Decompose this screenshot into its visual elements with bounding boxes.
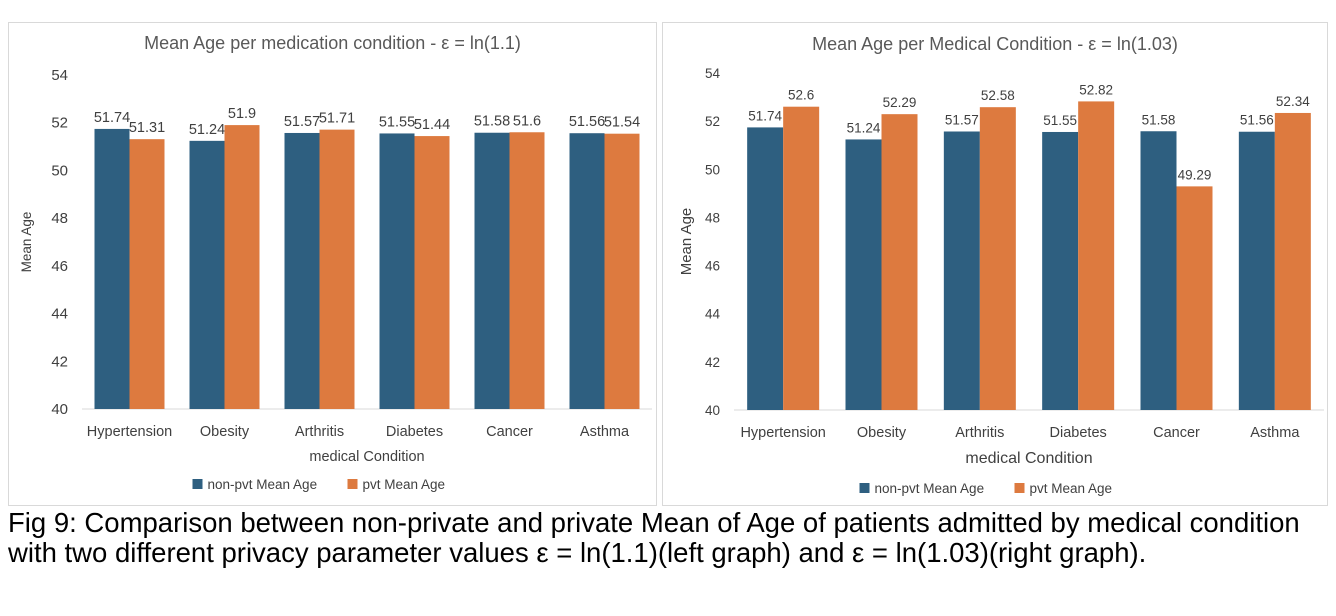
bar-non-pvt — [379, 133, 415, 409]
data-label: 51.57 — [284, 114, 320, 130]
y-tick-label: 44 — [705, 307, 721, 322]
bar-non-pvt — [569, 133, 605, 409]
y-axis-label: Mean Age — [19, 212, 34, 273]
y-tick-label: 50 — [51, 162, 68, 179]
data-label: 52.82 — [1079, 82, 1113, 97]
y-tick-label: 48 — [51, 210, 68, 227]
bar-pvt — [224, 125, 260, 409]
y-tick-label: 54 — [705, 66, 721, 81]
data-label: 51.58 — [1142, 112, 1176, 127]
bar-non-pvt — [1042, 131, 1079, 410]
data-label: 51.31 — [129, 120, 165, 136]
data-label: 51.71 — [319, 111, 355, 127]
data-label: 51.24 — [847, 120, 881, 135]
legend-label-pvt: pvt Mean Age — [1030, 481, 1113, 496]
legend-label-non-pvt: non-pvt Mean Age — [208, 477, 318, 492]
bar-pvt — [1176, 186, 1213, 410]
bar-chart-svg: Mean Age per medication condition - ε = … — [19, 33, 652, 492]
data-label: 51.9 — [228, 106, 256, 122]
data-label: 52.29 — [883, 95, 917, 110]
bar-non-pvt — [474, 132, 510, 409]
data-label: 51.56 — [569, 114, 605, 130]
y-tick-label: 52 — [51, 115, 68, 132]
x-tick-label: Arthritis — [295, 424, 344, 440]
data-label: 51.58 — [474, 114, 510, 130]
data-label: 51.74 — [748, 108, 782, 123]
y-tick-label: 52 — [705, 114, 720, 129]
y-tick-label: 42 — [705, 355, 720, 370]
legend-swatch-non-pvt — [192, 479, 203, 489]
bar-pvt — [509, 132, 545, 409]
data-label: 51.55 — [1043, 113, 1077, 128]
bar-pvt — [129, 139, 165, 409]
bar-non-pvt — [94, 128, 130, 409]
bar-pvt — [783, 106, 820, 410]
bar-non-pvt — [189, 140, 225, 409]
x-axis-label: medical Condition — [965, 450, 1092, 467]
data-label: 51.74 — [94, 110, 130, 126]
data-label: 51.44 — [414, 117, 450, 133]
x-tick-label: Cancer — [1153, 425, 1200, 441]
bar-non-pvt — [845, 139, 882, 410]
x-tick-label: Obesity — [200, 424, 250, 440]
data-label: 49.29 — [1178, 167, 1212, 182]
bar-pvt — [604, 133, 640, 409]
bar-pvt — [414, 136, 450, 409]
y-tick-label: 46 — [51, 258, 68, 275]
data-label: 51.55 — [379, 114, 415, 130]
y-tick-label: 48 — [705, 210, 720, 225]
y-tick-label: 40 — [51, 401, 68, 418]
x-axis-label: medical Condition — [309, 449, 424, 465]
figure-caption: Fig 9: Comparison between non-private an… — [8, 507, 1300, 568]
data-label: 52.6 — [788, 88, 814, 103]
x-tick-label: Hypertension — [740, 425, 825, 441]
bar-non-pvt — [284, 132, 320, 410]
legend-swatch-non-pvt — [859, 483, 870, 493]
y-tick-label: 46 — [705, 259, 720, 274]
bar-non-pvt — [1238, 131, 1275, 410]
bar-non-pvt — [747, 127, 784, 410]
legend: non-pvt Mean Age pvt Mean Age — [859, 481, 1113, 496]
legend-swatch-pvt — [1014, 483, 1025, 493]
y-axis-label: Mean Age — [678, 208, 695, 276]
data-label: 51.57 — [945, 112, 979, 127]
chart-title: Mean Age per medication condition - ε = … — [144, 33, 521, 53]
bar-pvt — [881, 114, 918, 410]
left-chart-panel: Mean Age per medication condition - ε = … — [8, 22, 657, 506]
x-tick-label: Arthritis — [955, 425, 1004, 441]
data-label: 51.56 — [1240, 113, 1274, 128]
bar-chart-svg: Mean Age per Medical Condition - ε = ln(… — [678, 34, 1324, 496]
data-label: 51.6 — [513, 113, 541, 129]
x-tick-label: Cancer — [486, 424, 533, 440]
x-tick-label: Hypertension — [87, 424, 172, 440]
y-tick-label: 42 — [51, 353, 68, 370]
bar-non-pvt — [1140, 131, 1177, 410]
bar-pvt — [979, 107, 1016, 410]
x-tick-label: Diabetes — [1050, 425, 1107, 441]
y-tick-label: 50 — [705, 162, 720, 177]
legend-swatch-pvt — [347, 479, 358, 489]
y-tick-label: 40 — [705, 403, 720, 418]
data-label: 52.58 — [981, 88, 1015, 103]
x-tick-label: Obesity — [857, 425, 907, 441]
legend-label-pvt: pvt Mean Age — [363, 477, 446, 492]
bar-pvt — [319, 129, 355, 409]
chart-title: Mean Age per Medical Condition - ε = ln(… — [812, 34, 1178, 54]
data-label: 52.34 — [1276, 94, 1310, 109]
y-tick-label: 44 — [51, 306, 68, 323]
right-chart-panel: Mean Age per Medical Condition - ε = ln(… — [662, 22, 1328, 506]
legend-label-non-pvt: non-pvt Mean Age — [875, 481, 985, 496]
bar-non-pvt — [943, 131, 980, 410]
data-label: 51.54 — [604, 115, 640, 131]
data-label: 51.24 — [189, 122, 225, 138]
y-tick-label: 54 — [51, 67, 68, 84]
legend: non-pvt Mean Age pvt Mean Age — [192, 477, 446, 492]
x-tick-label: Asthma — [1250, 425, 1300, 441]
bar-pvt — [1274, 112, 1311, 411]
bar-pvt — [1078, 101, 1115, 410]
x-tick-label: Asthma — [580, 424, 630, 440]
x-tick-label: Diabetes — [386, 424, 443, 440]
